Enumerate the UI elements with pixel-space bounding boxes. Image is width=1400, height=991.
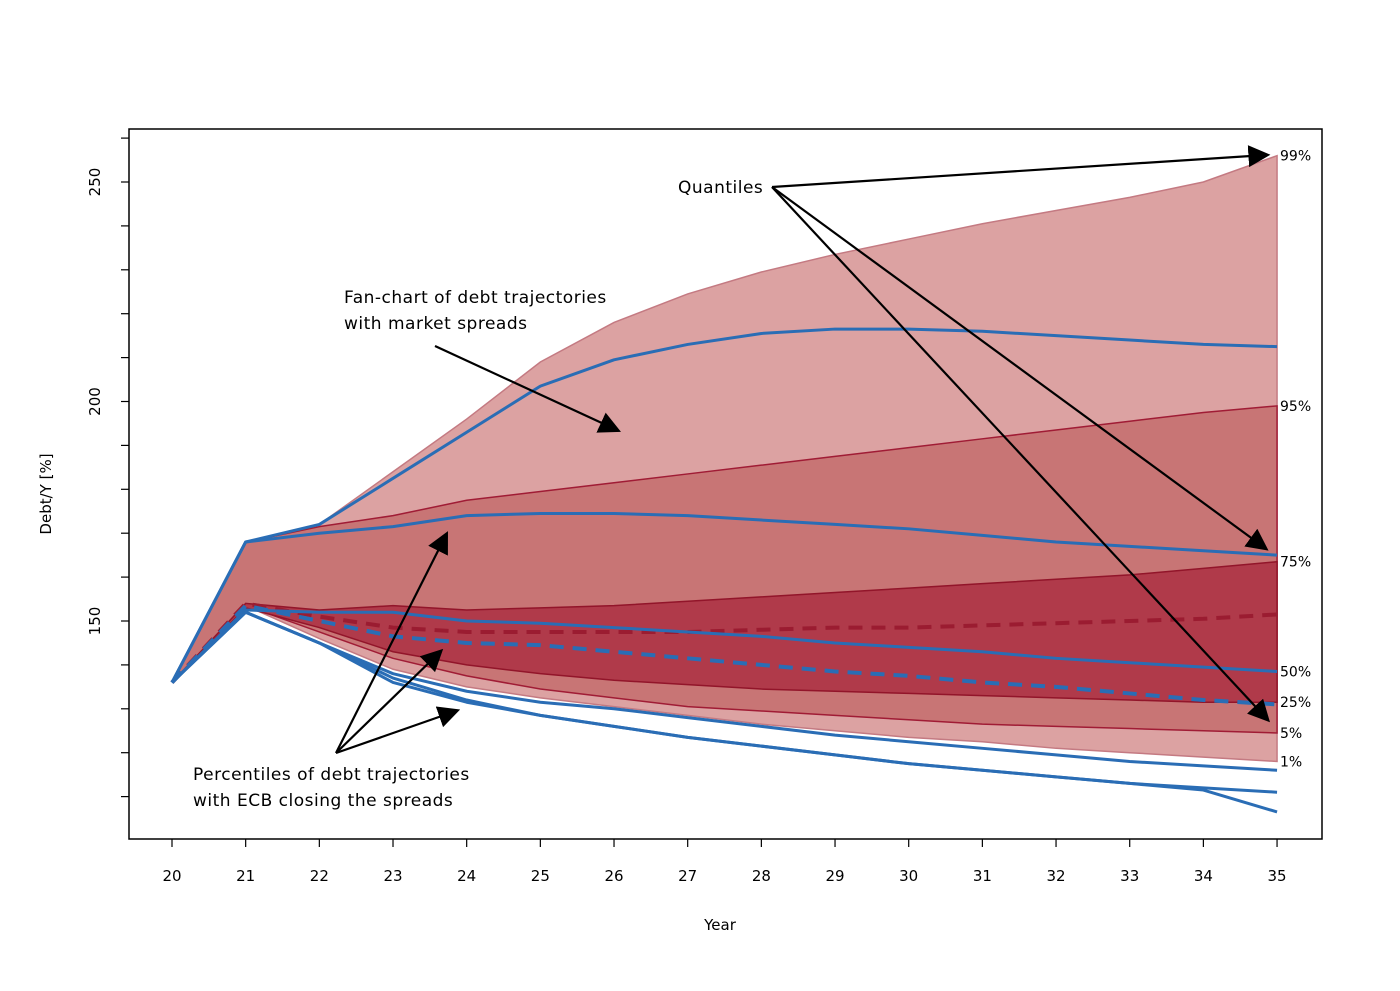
trajectory-line-8: [170, 610, 1278, 814]
annotation-fan-chart-line2: with market spreads: [344, 314, 528, 334]
trajectory-line-6: [170, 610, 1278, 772]
annotation-fan-chart-line1: Fan-chart of debt trajectories: [344, 288, 607, 308]
trajectory-lines: [170, 327, 1278, 814]
x-tick-label: 31: [973, 867, 992, 885]
x-axis: 20 21 22 23 24 25 26 27 28 29 30 31 32 33 34 35: [162, 839, 1287, 885]
trajectory-line-2: [170, 327, 1278, 684]
arrow-fan-chart: [434, 345, 621, 433]
quantile-label-75: 75%: [1280, 555, 1311, 571]
quantile-label-95: 95%: [1280, 399, 1311, 415]
annotation-percentiles-line2: with ECB closing the spreads: [193, 791, 453, 811]
quantile-label-50: 50%: [1280, 664, 1311, 680]
x-tick-label: 32: [1046, 867, 1065, 885]
annotations: Quantiles Fan-chart of debt trajectories…: [193, 145, 1271, 811]
x-axis-title: Year: [703, 916, 737, 934]
x-tick-label: 29: [825, 867, 844, 885]
x-tick-label: 23: [383, 867, 402, 885]
arrow-quantiles-99: [771, 145, 1271, 189]
y-axis: 150 200 250: [86, 137, 129, 798]
trajectory-line-4: [170, 608, 1278, 684]
y-tick-label: 200: [86, 387, 104, 416]
annotation-percentiles-line1: Percentiles of debt trajectories: [193, 765, 470, 785]
y-axis-title: Debt/Y [%]: [37, 453, 55, 534]
x-tick-label: 20: [162, 867, 181, 885]
x-tick-label: 28: [752, 867, 771, 885]
x-tick-label: 24: [457, 867, 476, 885]
annotation-arrows: [335, 145, 1271, 755]
x-tick-label: 22: [310, 867, 329, 885]
y-tick-label: 250: [86, 168, 104, 197]
trajectory-line-5: [170, 603, 1278, 707]
x-tick-label: 25: [531, 867, 550, 885]
x-tick-label: 30: [899, 867, 918, 885]
quantile-label-25: 25%: [1280, 695, 1311, 711]
x-tick-label: 34: [1194, 867, 1213, 885]
x-tick-label: 26: [604, 867, 623, 885]
x-tick-label: 35: [1268, 867, 1287, 885]
fan-bands: [171, 154, 1278, 763]
x-tick-label: 27: [678, 867, 697, 885]
quantile-label-5: 5%: [1280, 726, 1302, 742]
y-tick-label: 150: [86, 607, 104, 636]
arrow-percentiles-75: [335, 531, 448, 754]
trajectory-line-1: [170, 601, 1278, 684]
x-tick-label: 33: [1120, 867, 1139, 885]
trajectory-line-3: [170, 511, 1278, 684]
arrow-quantiles-25: [771, 186, 1270, 723]
quantile-label-99: 99%: [1280, 149, 1311, 165]
arrow-percentiles-low: [335, 706, 461, 755]
arrow-quantiles-75: [771, 186, 1269, 551]
x-tick-label: 21: [236, 867, 255, 885]
quantile-label-1: 1%: [1280, 754, 1302, 770]
plot-frame: [128, 128, 1323, 840]
annotation-quantiles: Quantiles: [678, 178, 763, 198]
arrow-percentiles-median: [335, 648, 444, 754]
quantile-labels: 99% 95% 75% 50% 25% 5% 1%: [1280, 149, 1311, 771]
